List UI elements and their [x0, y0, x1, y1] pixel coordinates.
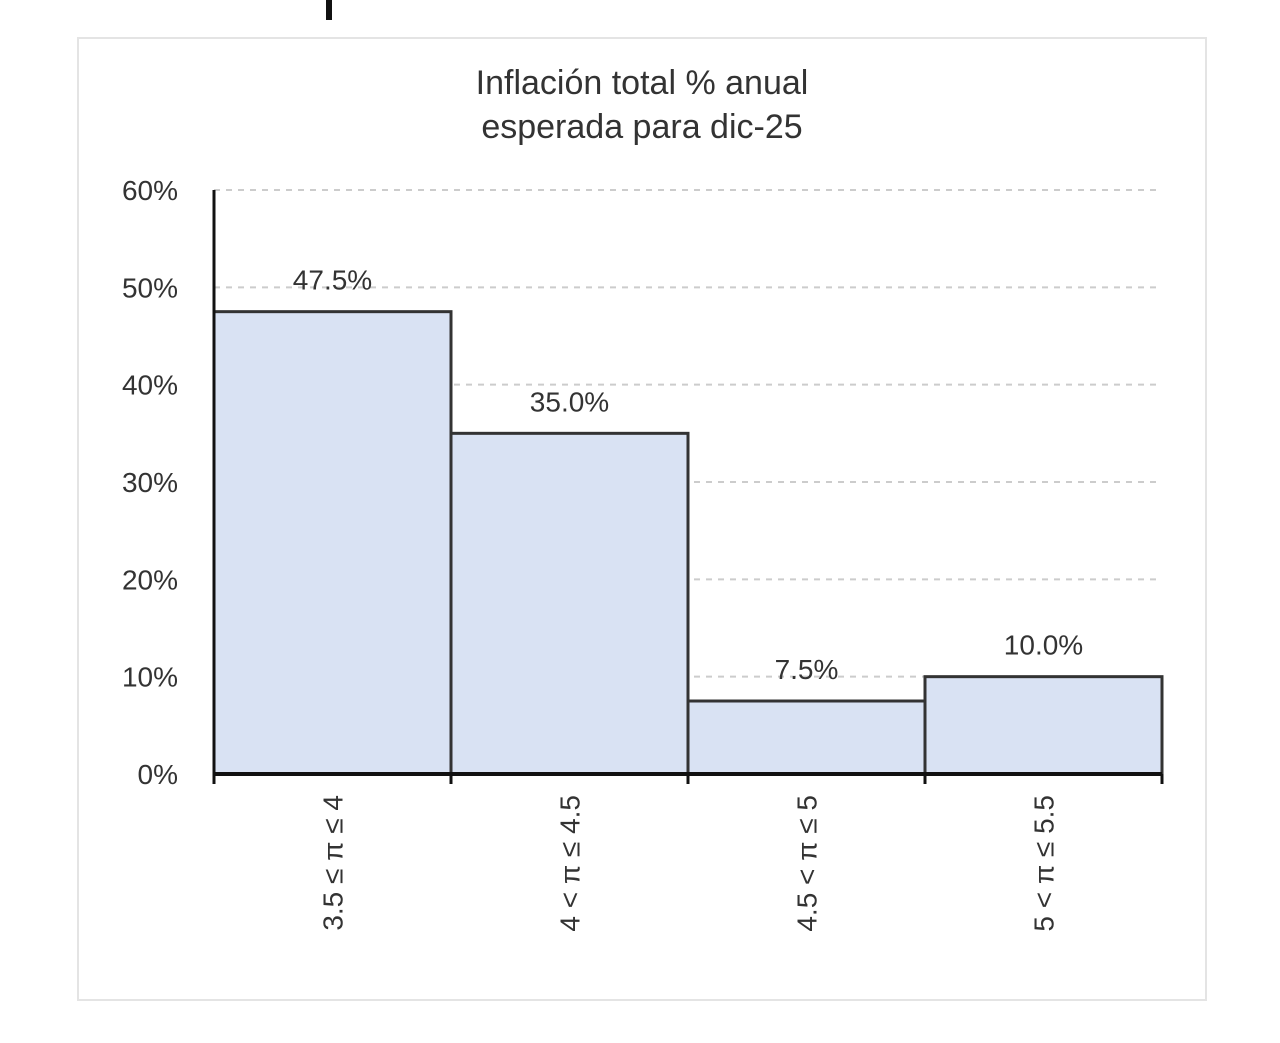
- chart-title: esperada para dic-25: [481, 108, 802, 146]
- x-tick-label: 4.5 < π ≤ 5: [792, 795, 823, 932]
- bar: [923, 675, 1164, 776]
- x-tick-label: 5 < π ≤ 5.5: [1029, 795, 1060, 932]
- y-tick-label: 0%: [138, 759, 178, 790]
- y-tick-label: 40%: [122, 370, 178, 401]
- chart-title: Inflación total % anual: [476, 64, 809, 102]
- y-tick-label: 30%: [122, 467, 178, 498]
- data-label: 7.5%: [775, 654, 839, 685]
- x-tick-label: 4 < π ≤ 4.5: [555, 795, 586, 932]
- y-tick-label: 20%: [122, 564, 178, 595]
- stray-mark: [326, 0, 332, 20]
- bar: [449, 431, 690, 776]
- data-label: 35.0%: [530, 386, 609, 417]
- y-tick-label: 10%: [122, 662, 178, 693]
- y-tick-label: 60%: [122, 175, 178, 206]
- bar: [686, 699, 927, 776]
- data-label: 47.5%: [293, 265, 372, 296]
- y-tick-label: 50%: [122, 272, 178, 303]
- data-label: 10.0%: [1004, 630, 1083, 661]
- bar: [212, 310, 453, 776]
- x-tick-label: 3.5 ≤ π ≤ 4: [318, 795, 349, 931]
